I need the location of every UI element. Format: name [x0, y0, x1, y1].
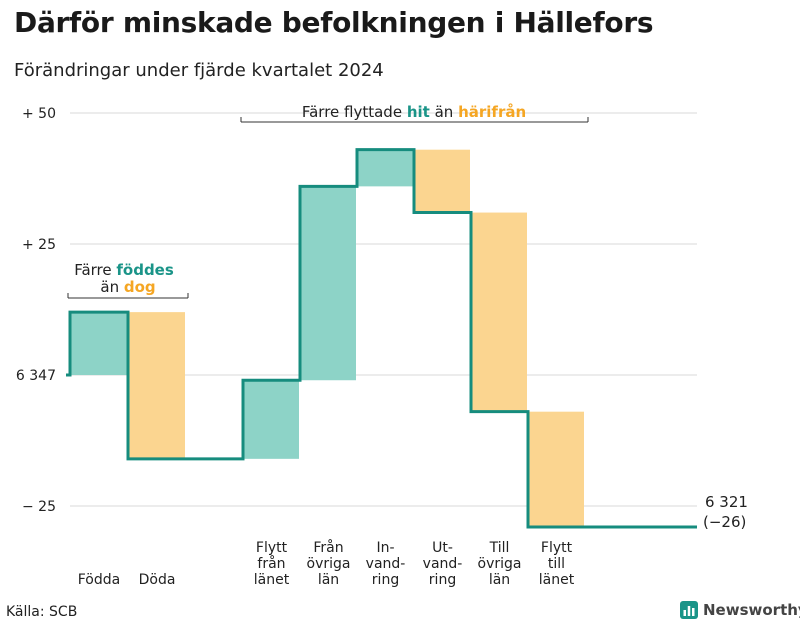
births-annotation-line1: Färre föddes — [74, 261, 174, 279]
waterfall-bar — [71, 312, 127, 375]
waterfall-bar — [358, 149, 413, 187]
chart-subtitle: Förändringar under fjärde kvartalet 2024 — [14, 60, 384, 81]
waterfall-bar — [529, 411, 584, 527]
category-label: Flytt — [541, 540, 573, 556]
end-value-label: 6 321 — [705, 493, 748, 511]
births-annotation-line2: än dog — [100, 278, 155, 296]
cumulative-step-line — [66, 148, 697, 529]
category-label: övriga — [478, 556, 522, 572]
waterfall-bar — [472, 212, 527, 412]
category-label: vand- — [366, 556, 406, 572]
category-label: Döda — [139, 572, 176, 588]
category-label: till — [548, 556, 565, 572]
category-label: Ut- — [432, 540, 453, 556]
line-layer — [66, 148, 697, 529]
category-label: ring — [372, 572, 399, 588]
category-label: från — [257, 555, 285, 572]
bar-chart-icon — [680, 601, 698, 619]
category-label: In- — [376, 540, 394, 556]
moves-annotation: Färre flyttade hit än härifrån — [302, 103, 526, 121]
waterfall-bar — [415, 149, 470, 213]
category-label: ring — [429, 572, 456, 588]
end-change-label: (−26) — [703, 513, 746, 531]
category-label: län — [489, 572, 510, 588]
bar-layer — [71, 149, 584, 527]
category-label: Födda — [78, 572, 120, 588]
category-label: länet — [539, 572, 575, 588]
waterfall-bar — [244, 380, 299, 459]
source-note: Källa: SCB — [6, 604, 78, 620]
category-label: Flytt — [256, 540, 288, 556]
category-label: län — [318, 572, 339, 588]
brand-logo: Newsworthy — [680, 601, 800, 619]
waterfall-bar — [129, 312, 185, 459]
y-tick-label: + 25 — [22, 237, 56, 253]
chart-title: Därför minskade befolkningen i Hällefors — [14, 6, 654, 39]
category-label: länet — [254, 572, 290, 588]
category-label: övriga — [307, 556, 351, 572]
category-label: Till — [489, 540, 510, 556]
category-label: vand- — [423, 556, 463, 572]
y-tick-label: 6 347 — [16, 368, 56, 384]
category-label: Från — [313, 539, 343, 556]
y-tick-label: − 25 — [22, 499, 56, 515]
waterfall-bar — [301, 186, 356, 381]
brand-name: Newsworthy — [703, 601, 800, 619]
y-tick-label: + 50 — [22, 106, 56, 122]
